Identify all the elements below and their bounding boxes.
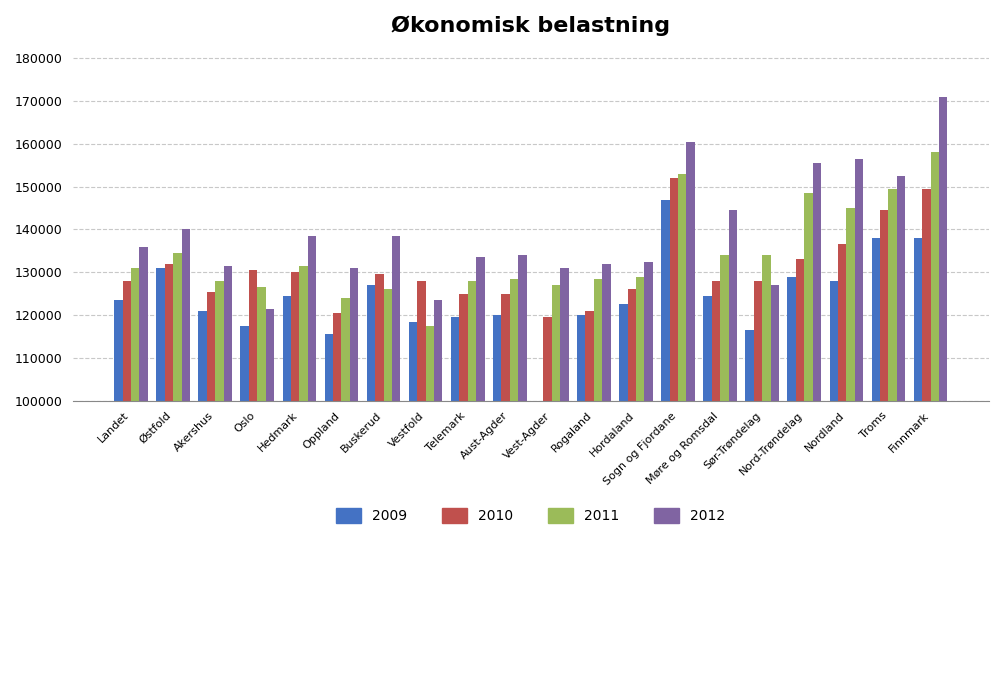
Bar <box>728 210 736 673</box>
Bar <box>366 285 375 673</box>
Bar <box>467 281 475 673</box>
Bar <box>417 281 425 673</box>
Bar <box>635 277 644 673</box>
Bar <box>811 163 820 673</box>
Bar <box>871 238 880 673</box>
Bar <box>375 275 383 673</box>
Bar <box>518 255 526 673</box>
Bar <box>703 296 711 673</box>
Bar <box>408 322 417 673</box>
Bar <box>888 189 896 673</box>
Bar <box>122 281 131 673</box>
Bar <box>770 285 778 673</box>
Bar <box>308 236 316 673</box>
Bar <box>677 174 686 673</box>
Bar <box>207 291 215 673</box>
Bar <box>686 142 694 673</box>
Bar <box>500 293 510 673</box>
Bar <box>744 330 753 673</box>
Bar <box>349 268 358 673</box>
Bar <box>114 300 122 673</box>
Bar <box>458 293 467 673</box>
Bar <box>324 334 333 673</box>
Bar <box>299 266 308 673</box>
Bar <box>241 326 249 673</box>
Bar <box>938 97 947 673</box>
Bar <box>761 255 770 673</box>
Bar <box>425 326 433 673</box>
Bar <box>846 208 854 673</box>
Bar <box>199 311 207 673</box>
Bar <box>492 315 500 673</box>
Title: Økonomisk belastning: Økonomisk belastning <box>391 15 670 36</box>
Bar <box>131 268 139 673</box>
Bar <box>224 266 232 673</box>
Bar <box>215 281 224 673</box>
Bar <box>880 210 888 673</box>
Bar <box>182 229 190 673</box>
Bar <box>838 244 846 673</box>
Bar <box>594 279 602 673</box>
Bar <box>854 159 863 673</box>
Bar <box>282 296 291 673</box>
Bar <box>913 238 921 673</box>
Bar <box>896 176 905 673</box>
Bar <box>602 264 610 673</box>
Bar <box>543 317 552 673</box>
Bar <box>291 273 299 673</box>
Bar <box>341 298 349 673</box>
Bar <box>669 178 677 673</box>
Bar <box>552 285 560 673</box>
Bar <box>164 264 173 673</box>
Bar <box>661 199 669 673</box>
Bar <box>139 246 147 673</box>
Bar <box>333 313 341 673</box>
Bar <box>535 400 543 673</box>
Bar <box>450 317 458 673</box>
Bar <box>560 268 568 673</box>
Bar <box>921 189 930 673</box>
Bar <box>391 236 400 673</box>
Bar <box>930 152 938 673</box>
Bar <box>627 289 635 673</box>
Bar <box>753 281 761 673</box>
Bar <box>173 253 182 673</box>
Bar <box>577 315 585 673</box>
Bar <box>433 300 442 673</box>
Legend: 2009, 2010, 2011, 2012: 2009, 2010, 2011, 2012 <box>330 503 730 529</box>
Bar <box>156 268 164 673</box>
Bar <box>803 193 811 673</box>
Bar <box>266 309 274 673</box>
Bar <box>257 287 266 673</box>
Bar <box>786 277 795 673</box>
Bar <box>475 257 484 673</box>
Bar <box>719 255 728 673</box>
Bar <box>619 304 627 673</box>
Bar <box>795 260 803 673</box>
Bar <box>644 262 652 673</box>
Bar <box>585 311 594 673</box>
Bar <box>828 281 838 673</box>
Bar <box>510 279 518 673</box>
Bar <box>383 289 391 673</box>
Bar <box>711 281 719 673</box>
Bar <box>249 270 257 673</box>
